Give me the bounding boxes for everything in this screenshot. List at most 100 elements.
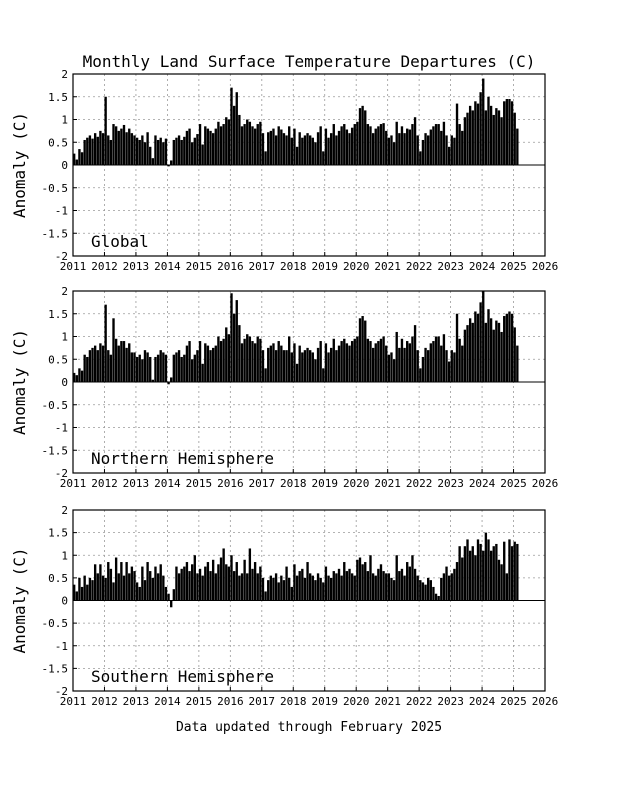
anomaly-bar (411, 555, 414, 601)
anomaly-bar (301, 137, 304, 165)
anomaly-bar (361, 316, 364, 382)
anomaly-bar (463, 329, 467, 382)
y-axis-label: Anomaly (C) (10, 548, 29, 654)
anomaly-bar (503, 541, 506, 601)
anomaly-bar (358, 557, 362, 601)
y-tick-label: 2 (61, 504, 68, 517)
anomaly-bar (510, 313, 514, 382)
anomaly-bar (406, 128, 409, 165)
anomaly-bar (293, 343, 296, 382)
anomaly-bar (350, 341, 354, 382)
anomaly-bar (259, 338, 262, 382)
anomaly-bar (408, 566, 412, 601)
anomaly-bar (274, 350, 278, 382)
anomaly-bar (332, 571, 335, 601)
anomaly-bar (264, 151, 267, 165)
anomaly-bar (193, 555, 196, 601)
anomaly-bar (324, 566, 328, 601)
anomaly-bar (122, 341, 126, 382)
anomaly-bar (93, 564, 97, 601)
panel-label: Northern Hemisphere (91, 449, 274, 468)
y-tick-label: 1.5 (48, 308, 68, 321)
anomaly-bar (327, 352, 330, 382)
anomaly-bar (261, 133, 265, 165)
anomaly-bar (177, 573, 181, 601)
anomaly-bar (272, 128, 275, 165)
anomaly-bar (476, 103, 480, 165)
anomaly-bar (264, 368, 267, 382)
anomaly-bar (112, 124, 115, 165)
anomaly-bar (329, 347, 333, 382)
anomaly-bar (364, 562, 367, 601)
y-tick-label: 1.5 (48, 527, 68, 540)
anomaly-bar (463, 117, 467, 165)
anomaly-bar (335, 135, 338, 165)
anomaly-bar (227, 334, 231, 382)
anomaly-bar (434, 124, 438, 165)
anomaly-bar (400, 338, 404, 382)
anomaly-bar (382, 571, 385, 601)
x-tick-label: 2020 (343, 695, 370, 708)
anomaly-bar (482, 78, 485, 165)
anomaly-bar (421, 139, 425, 165)
anomaly-bar (403, 575, 406, 601)
anomaly-bar (243, 559, 246, 601)
x-tick-label: 2015 (186, 477, 213, 490)
anomaly-bar (211, 133, 215, 165)
anomaly-bar (248, 336, 252, 382)
anomaly-bar (261, 577, 265, 601)
anomaly-bar (225, 327, 228, 382)
anomaly-bar (209, 350, 212, 382)
anomaly-bar (83, 139, 86, 165)
anomaly-bar (350, 127, 354, 165)
anomaly-bar (246, 334, 249, 382)
anomaly-bar (322, 151, 325, 165)
anomaly-bar (196, 350, 199, 382)
anomaly-bar (377, 568, 380, 601)
y-tick-label: 1.5 (48, 91, 68, 104)
x-tick-label: 2025 (500, 477, 527, 490)
anomaly-bar (78, 368, 81, 382)
anomaly-bar (204, 126, 207, 165)
x-tick-label: 2024 (469, 260, 496, 273)
anomaly-bar (466, 325, 469, 382)
anomaly-bar (149, 356, 152, 382)
anomaly-bar (303, 135, 307, 165)
anomaly-bar (133, 135, 136, 165)
y-tick-label: 0 (61, 159, 68, 172)
anomaly-bar (120, 341, 123, 382)
anomaly-bar (104, 304, 107, 382)
x-tick-label: 2026 (532, 477, 559, 490)
anomaly-bar (322, 582, 325, 601)
anomaly-bar (149, 571, 152, 601)
anomaly-bar (298, 132, 301, 165)
anomaly-bar (274, 135, 278, 165)
anomaly-bar (88, 135, 92, 165)
anomaly-bar (353, 338, 356, 382)
anomaly-bar (500, 564, 503, 601)
anomaly-bar (227, 566, 231, 601)
anomaly-bar (474, 101, 477, 165)
anomaly-bar (497, 110, 501, 165)
anomaly-bar (440, 577, 443, 601)
anomaly-bar (175, 137, 178, 165)
anomaly-bar (306, 347, 309, 382)
anomaly-bar (143, 350, 147, 382)
anomaly-bar (461, 345, 464, 382)
y-tick-label: -1.5 (42, 444, 69, 457)
anomaly-bar (88, 577, 92, 601)
anomaly-bar (377, 126, 380, 165)
anomaly-bar (175, 566, 178, 601)
anomaly-bar (75, 591, 78, 601)
anomaly-bar (112, 582, 115, 601)
anomaly-bar (209, 571, 212, 601)
anomaly-bar (445, 350, 448, 382)
anomaly-bar (392, 580, 396, 601)
anomaly-bar (413, 117, 417, 165)
anomaly-bar (340, 126, 343, 165)
anomaly-bar (238, 325, 241, 382)
anomaly-bar (196, 134, 199, 165)
anomaly-bar (489, 550, 493, 601)
anomaly-bar (172, 139, 176, 165)
anomaly-bar (235, 562, 238, 601)
